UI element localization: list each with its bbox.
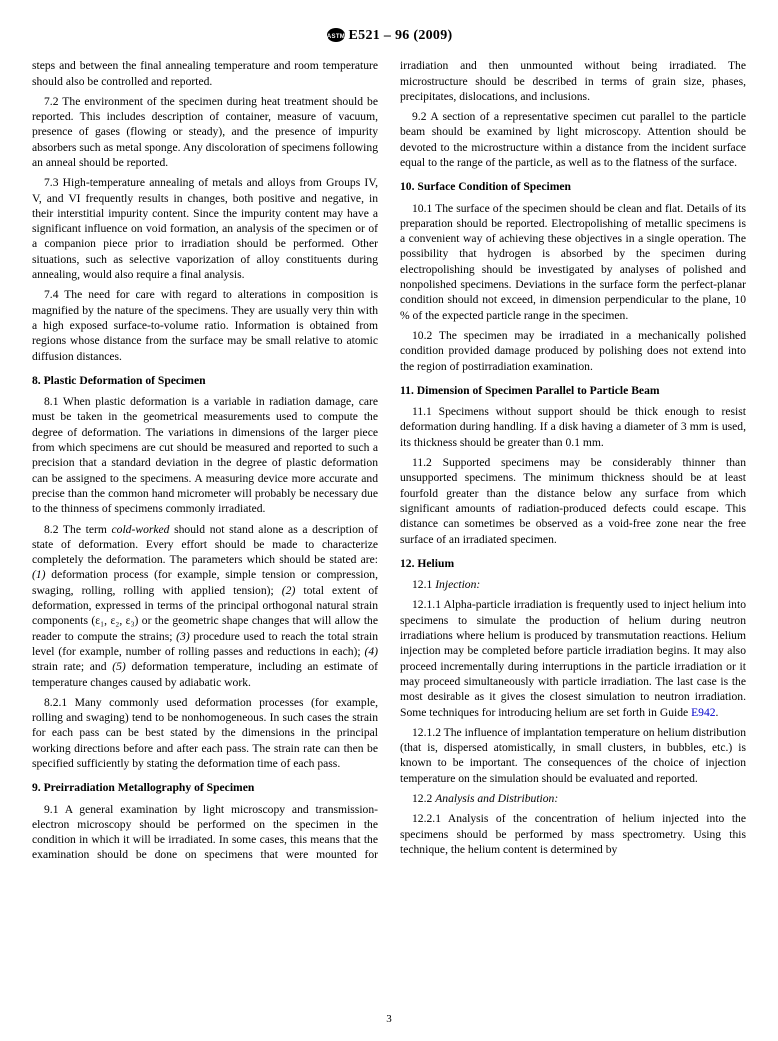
para-12-2-1: 12.2.1 Analysis of the concentration of …: [400, 811, 746, 857]
designation-text: E521 – 96 (2009): [349, 28, 453, 43]
section-11-title: 11. Dimension of Specimen Parallel to Pa…: [400, 383, 746, 398]
t: 8.2 The term: [44, 523, 112, 536]
svg-text:ASTM: ASTM: [326, 34, 344, 40]
para-8-2: 8.2 The term cold-worked should not stan…: [32, 522, 378, 690]
para-10-1: 10.1 The surface of the specimen should …: [400, 201, 746, 323]
t: strain rate; and: [32, 660, 112, 673]
para-12-1-2: 12.1.2 The influence of implantation tem…: [400, 725, 746, 786]
guide-link[interactable]: E942: [691, 706, 715, 719]
cold-worked-term: cold-worked: [112, 523, 170, 536]
para-7-3: 7.3 High-temperature annealing of metals…: [32, 175, 378, 282]
injection-label: Injection:: [435, 578, 480, 591]
para-8-2-1: 8.2.1 Many commonly used deformation pro…: [32, 695, 378, 771]
para-12-1: 12.1 Injection:: [400, 577, 746, 592]
page-number: 3: [0, 1013, 778, 1025]
t: (3): [176, 630, 190, 643]
para-7-4: 7.4 The need for care with regard to alt…: [32, 287, 378, 363]
para-intro: steps and between the final annealing te…: [32, 58, 378, 89]
astm-logo: ASTM: [326, 27, 346, 43]
section-12-title: 12. Helium: [400, 556, 746, 571]
t: 12.1: [412, 578, 435, 591]
para-9-2: 9.2 A section of a representative specim…: [400, 109, 746, 170]
t: (4): [364, 645, 378, 658]
t: 12.1.1 Alpha-particle irradiation is fre…: [400, 598, 746, 718]
section-8-title: 8. Plastic Deformation of Specimen: [32, 373, 378, 388]
t: 12.2: [412, 792, 435, 805]
para-7-2: 7.2 The environment of the specimen duri…: [32, 94, 378, 170]
para-12-2: 12.2 Analysis and Distribution:: [400, 791, 746, 806]
section-10-title: 10. Surface Condition of Specimen: [400, 179, 746, 194]
analysis-label: Analysis and Distribution:: [435, 792, 558, 805]
t: .: [716, 706, 719, 719]
document-page: ASTM E521 – 96 (2009) steps and between …: [0, 0, 778, 1041]
t: (2): [282, 584, 296, 597]
para-8-1: 8.1 When plastic deformation is a variab…: [32, 394, 378, 516]
t: (1): [32, 568, 46, 581]
para-12-1-1: 12.1.1 Alpha-particle irradiation is fre…: [400, 597, 746, 719]
section-9-title: 9. Preirradiation Metallography of Speci…: [32, 780, 378, 795]
t: (5): [112, 660, 126, 673]
page-header: ASTM E521 – 96 (2009): [32, 28, 746, 44]
para-11-1: 11.1 Specimens without support should be…: [400, 404, 746, 450]
body-columns: steps and between the final annealing te…: [32, 58, 746, 863]
para-11-2: 11.2 Supported specimens may be consider…: [400, 455, 746, 547]
para-10-2: 10.2 The specimen may be irradiated in a…: [400, 328, 746, 374]
